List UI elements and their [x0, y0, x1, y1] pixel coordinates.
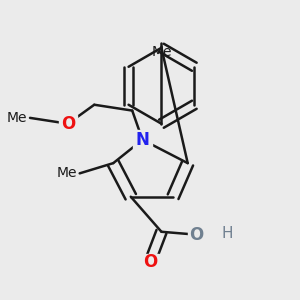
- Text: O: O: [189, 226, 204, 244]
- Bar: [59, 115, 77, 133]
- Bar: [141, 254, 158, 271]
- Text: H: H: [221, 226, 233, 241]
- Text: Me: Me: [151, 46, 172, 59]
- Bar: [188, 226, 205, 243]
- Bar: [133, 130, 152, 149]
- Text: N: N: [136, 131, 149, 149]
- Text: Me: Me: [7, 111, 27, 125]
- Text: O: O: [142, 254, 157, 272]
- Text: Me: Me: [56, 167, 77, 180]
- Text: O: O: [61, 115, 75, 133]
